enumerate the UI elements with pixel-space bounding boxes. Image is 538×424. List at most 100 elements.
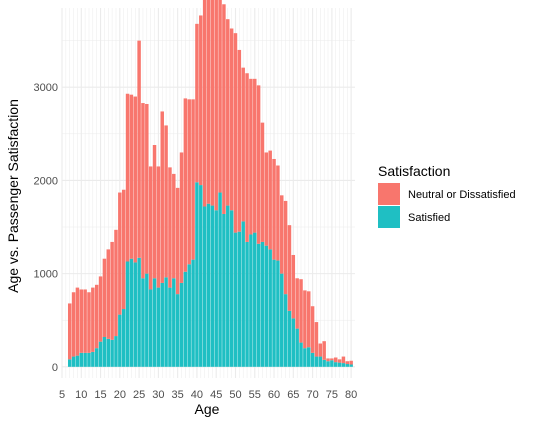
bar-satisfied-age-12 (87, 352, 91, 367)
bar-neutral-or-dissatisfied-age-57 (260, 122, 265, 242)
bar-satisfied-age-58 (264, 245, 269, 367)
bar-satisfied-age-73 (322, 359, 326, 367)
bar-neutral-or-dissatisfied-age-21 (121, 189, 126, 310)
bar-neutral-or-dissatisfied-age-24 (133, 96, 137, 263)
x-tick-label: 45 (210, 389, 222, 401)
bar-satisfied-age-26 (141, 278, 145, 367)
bar-neutral-or-dissatisfied-age-38 (187, 99, 191, 265)
x-axis-title: Age (195, 401, 220, 417)
bar-neutral-or-dissatisfied-age-10 (79, 289, 84, 353)
bar-satisfied-age-40 (195, 182, 199, 367)
bar-neutral-or-dissatisfied-age-68 (303, 290, 307, 349)
x-tick-label: 5 (59, 389, 65, 401)
x-tick-label: 35 (172, 389, 184, 401)
bar-satisfied-age-43 (206, 203, 211, 367)
x-tick-label: 60 (268, 389, 280, 401)
bar-neutral-or-dissatisfied-age-41 (199, 15, 203, 186)
bar-neutral-or-dissatisfied-age-22 (125, 93, 130, 262)
bar-neutral-or-dissatisfied-age-75 (330, 358, 334, 361)
y-axis-title: Age vs. Passenger Satisfaction (5, 99, 21, 293)
legend: Satisfaction Neutral or Dissatisfied Sat… (378, 163, 516, 228)
bar-satisfied-age-34 (172, 278, 176, 367)
bar-satisfied-age-70 (310, 352, 315, 367)
bar-satisfied-age-61 (276, 260, 280, 367)
bar-neutral-or-dissatisfied-age-56 (256, 85, 261, 244)
bar-neutral-or-dissatisfied-age-30 (156, 166, 161, 288)
bar-neutral-or-dissatisfied-age-54 (249, 78, 253, 235)
bar-satisfied-age-50 (233, 232, 238, 367)
bar-satisfied-age-75 (330, 360, 334, 367)
bar-neutral-or-dissatisfied-age-45 (214, 0, 218, 211)
bar-satisfied-age-39 (191, 259, 195, 367)
bar-neutral-or-dissatisfied-age-46 (218, 0, 222, 193)
bar-neutral-or-dissatisfied-age-32 (164, 125, 168, 278)
bar-neutral-or-dissatisfied-age-33 (168, 167, 172, 288)
x-tick-labels: 5 10 15 20 25 30 35 40 45 50 55 60 65 70 75 80 (59, 389, 357, 401)
x-tick-label: 70 (306, 389, 318, 401)
bar-satisfied-age-45 (214, 210, 218, 367)
bar-satisfied-age-29 (152, 278, 157, 367)
bar-neutral-or-dissatisfied-age-18 (110, 241, 114, 340)
bar-satisfied-age-46 (218, 192, 222, 367)
bar-satisfied-age-48 (226, 205, 230, 367)
bar-satisfied-age-60 (272, 259, 276, 367)
bar-neutral-or-dissatisfied-age-19 (114, 229, 118, 337)
bar-neutral-or-dissatisfied-age-72 (318, 343, 323, 357)
bar-neutral-or-dissatisfied-age-11 (83, 289, 87, 353)
bar-neutral-or-dissatisfied-age-64 (287, 225, 292, 311)
bar-satisfied-age-17 (106, 338, 110, 367)
bar-satisfied-age-23 (129, 258, 134, 367)
legend-title: Satisfaction (378, 163, 450, 179)
bar-neutral-or-dissatisfied-age-37 (183, 98, 188, 272)
bar-neutral-or-dissatisfied-age-29 (152, 145, 157, 279)
bar-neutral-or-dissatisfied-age-16 (102, 258, 107, 337)
bar-satisfied-age-64 (287, 310, 292, 367)
bar-satisfied-age-71 (314, 356, 319, 367)
bar-neutral-or-dissatisfied-age-43 (206, 0, 211, 204)
bar-neutral-or-dissatisfied-age-53 (245, 73, 249, 242)
x-tick-label: 15 (94, 389, 106, 401)
bar-satisfied-age-8 (71, 356, 76, 367)
bar-neutral-or-dissatisfied-age-74 (326, 358, 330, 362)
bar-satisfied-age-18 (110, 339, 114, 367)
bar-satisfied-age-7 (67, 359, 72, 367)
bar-satisfied-age-52 (241, 221, 245, 367)
bar-neutral-or-dissatisfied-age-12 (87, 292, 91, 353)
bar-satisfied-age-9 (75, 355, 80, 367)
y-tick-label: 2000 (34, 175, 58, 187)
bar-neutral-or-dissatisfied-age-25 (137, 40, 141, 258)
bar-satisfied-age-53 (245, 241, 249, 367)
bar-satisfied-age-41 (199, 185, 203, 367)
y-tick-labels: 0 1000 2000 3000 (34, 82, 58, 374)
bar-neutral-or-dissatisfied-age-7 (67, 303, 72, 360)
bar-satisfied-age-25 (137, 257, 141, 367)
bar-satisfied-age-67 (299, 342, 303, 367)
bar-neutral-or-dissatisfied-age-80 (349, 360, 353, 365)
bar-neutral-or-dissatisfied-age-55 (253, 78, 257, 233)
bar-satisfied-age-33 (168, 287, 172, 367)
bar-neutral-or-dissatisfied-age-71 (314, 322, 319, 357)
bar-neutral-or-dissatisfied-age-51 (237, 49, 242, 232)
bar-satisfied-age-35 (175, 294, 180, 367)
bar-neutral-or-dissatisfied-age-34 (172, 173, 176, 279)
bar-satisfied-age-36 (179, 282, 184, 367)
x-tick-label: 10 (75, 389, 87, 401)
bar-neutral-or-dissatisfied-age-17 (106, 249, 110, 339)
bar-neutral-or-dissatisfied-age-28 (148, 166, 153, 290)
bar-satisfied-age-56 (256, 243, 261, 367)
bar-satisfied-age-74 (326, 361, 330, 367)
x-tick-label: 65 (287, 389, 299, 401)
bar-satisfied-age-13 (91, 351, 95, 367)
bar-neutral-or-dissatisfied-age-58 (264, 152, 269, 246)
bar-satisfied-age-11 (83, 352, 87, 367)
bar-satisfied-age-55 (253, 232, 257, 367)
bar-neutral-or-dissatisfied-age-52 (241, 67, 245, 222)
bar-neutral-or-dissatisfied-age-60 (272, 158, 276, 260)
bar-neutral-or-dissatisfied-age-35 (175, 187, 180, 295)
bar-satisfied-age-37 (183, 271, 188, 367)
bar-satisfied-age-22 (125, 261, 130, 367)
bar-neutral-or-dissatisfied-age-50 (233, 33, 238, 233)
bar-neutral-or-dissatisfied-age-42 (202, 0, 207, 207)
bar-neutral-or-dissatisfied-age-73 (322, 341, 326, 360)
bar-neutral-or-dissatisfied-age-65 (291, 254, 296, 319)
